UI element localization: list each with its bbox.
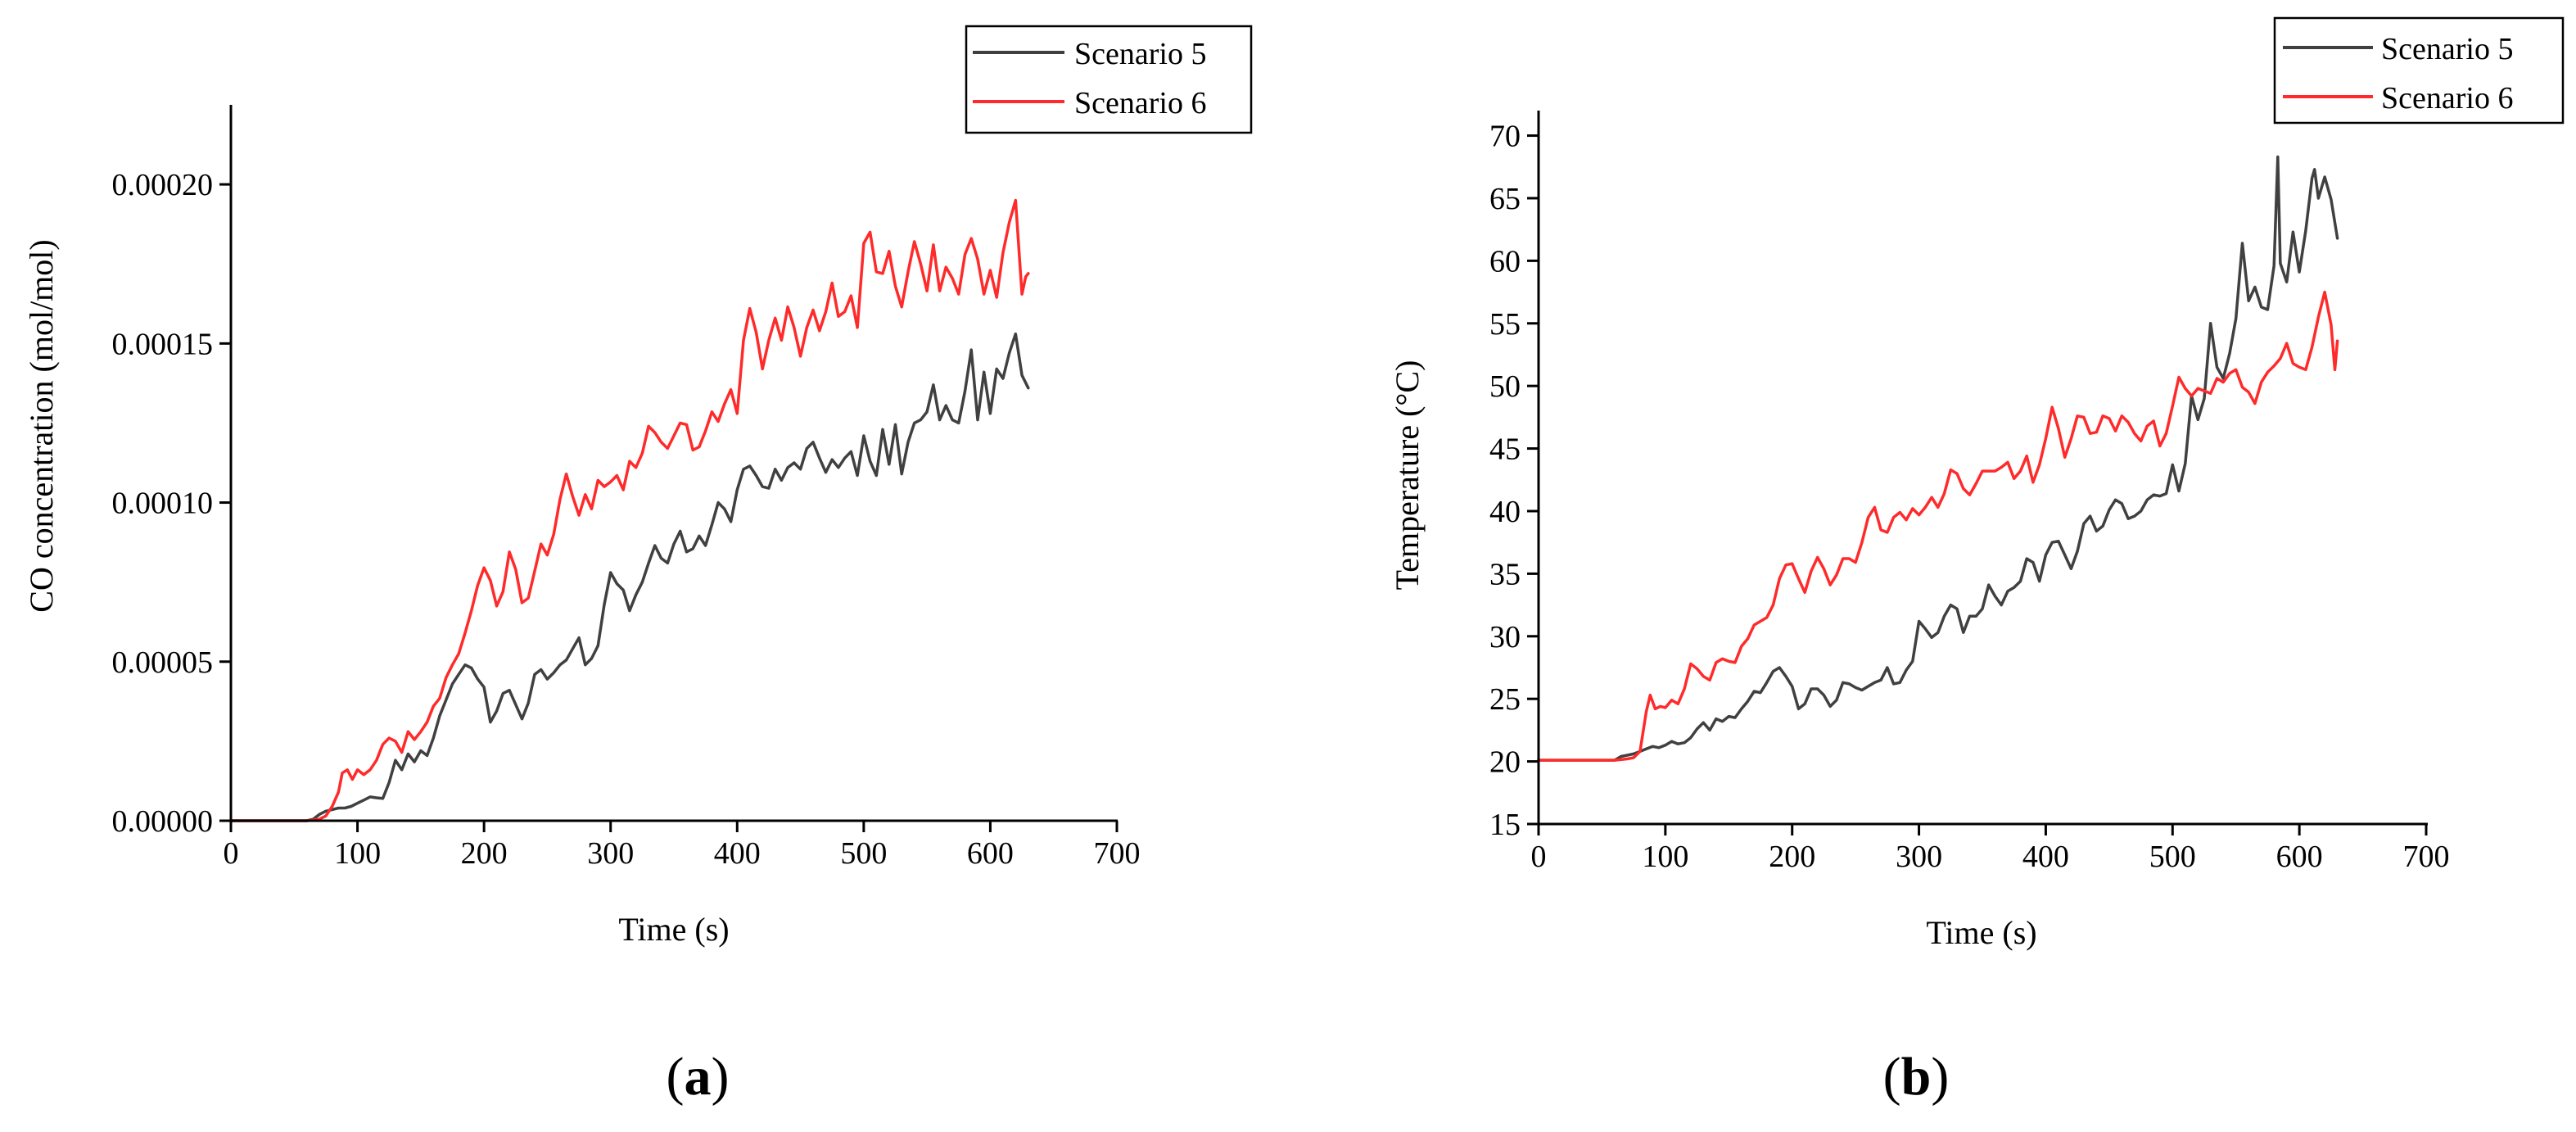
chart-a-x-tick-label-3: 300 (587, 836, 634, 871)
chart-b-plot-area (1537, 155, 2339, 762)
chart-a-x-tick-label-5: 500 (840, 836, 887, 871)
chart-b-panel-label: (b) (1883, 1047, 1950, 1107)
chart-b-x-tick-label-2: 200 (1769, 840, 1815, 874)
chart-a-legend-label-scenario-5: Scenario 5 (1074, 37, 1206, 71)
chart-a-x-tick-label-7: 700 (1094, 836, 1141, 871)
chart-b-legend-label-scenario-5: Scenario 5 (2381, 32, 2513, 66)
chart-a-y-tick-label-4: 0.00020 (112, 168, 214, 202)
chart-a-legend-box (965, 25, 1253, 134)
chart-b-x-tick-label-4: 400 (2022, 840, 2069, 874)
chart-a-legend: Scenario 5 Scenario 6 (965, 25, 1253, 134)
chart-b-legend: Scenario 5 Scenario 6 (2273, 16, 2565, 125)
chart-b-legend-box (2273, 16, 2565, 125)
chart-b-y-axis-title: Temperature (°C) (1389, 360, 1426, 591)
chart-a-y-ticks: 0.00000 0.00005 0.00010 0.00015 0.00020 (112, 168, 231, 839)
chart-b-y-tick-label-8: 55 (1489, 307, 1521, 342)
chart-b-y-tick-label-10: 65 (1489, 182, 1521, 216)
chart-b-y-tick-label-9: 60 (1489, 244, 1521, 278)
chart-a-y-tick-label-2: 0.00010 (112, 487, 214, 521)
chart-b-x-tick-label-7: 700 (2403, 840, 2450, 874)
chart-b-y-tick-label-5: 40 (1489, 495, 1521, 529)
chart-a: 0 100 200 300 400 500 600 700 0.000000.000050.0… (23, 25, 1253, 1107)
chart-a-panel-label: (a) (667, 1047, 730, 1107)
chart-b-y-tick-label-6: 45 (1489, 432, 1521, 467)
chart-a-y-tick-label-3: 0.00015 (112, 327, 214, 361)
chart-a-legend-label-scenario-6: Scenario 6 (1074, 86, 1206, 120)
chart-b-y-ticks: 15 20 25 30 35 40 45 50 55 60 65 70 (1489, 120, 1539, 842)
chart-b-x-tick-label-6: 600 (2276, 840, 2323, 874)
chart-b-series-scenario-6 (1537, 290, 2339, 762)
chart-a-x-tick-label-1: 100 (334, 836, 381, 871)
chart-b-y-tick-label-3: 30 (1489, 620, 1521, 654)
chart-b-y-tick-label-0: 15 (1489, 808, 1521, 842)
chart-a-x-tick-label-2: 200 (461, 836, 508, 871)
chart-a-y-axis-title: CO concentration (mol/mol) (23, 239, 60, 612)
chart-b-x-axis-title: Time (s) (1926, 914, 2036, 951)
chart-b-y-tick-label-4: 35 (1489, 557, 1521, 591)
chart-b-y-tick-label-1: 20 (1489, 745, 1521, 780)
chart-b-x-tick-label-1: 100 (1642, 840, 1688, 874)
chart-a-x-tick-label-4: 400 (714, 836, 761, 871)
chart-a-x-axis-title: Time (s) (618, 911, 729, 948)
chart-a-x-ticks: 0 100 200 300 400 500 600 700 (224, 821, 1141, 871)
chart-a-y-tick-label-0: 0.00000 (112, 804, 214, 839)
chart-b-x-tick-label-0: 0 (1531, 840, 1547, 874)
chart-b-x-ticks: 0 100 200 300 400 500 600 700 (1531, 824, 2450, 874)
chart-a-y-tick-label-1: 0.00005 (112, 645, 214, 680)
chart-a-plot-area (229, 198, 1030, 822)
chart-a-series-scenario-6 (229, 198, 1030, 822)
chart-b-legend-label-scenario-6: Scenario 6 (2381, 81, 2513, 115)
chart-b-series-scenario-5 (1537, 155, 2339, 762)
chart-b: 0 100 200 300 400 500 600 700 15 20 25 30 35 40 45 50 5… (1389, 16, 2565, 1107)
chart-b-x-tick-label-3: 300 (1896, 840, 1942, 874)
chart-a-x-tick-label-0: 0 (224, 836, 239, 871)
chart-b-y-tick-label-11: 70 (1489, 120, 1521, 154)
chart-a-series-scenario-5 (229, 332, 1030, 822)
chart-b-y-tick-label-7: 50 (1489, 369, 1521, 404)
chart-b-y-tick-label-2: 25 (1489, 682, 1521, 717)
chart-b-x-tick-label-5: 500 (2149, 840, 2196, 874)
chart-a-x-tick-label-6: 600 (967, 836, 1014, 871)
